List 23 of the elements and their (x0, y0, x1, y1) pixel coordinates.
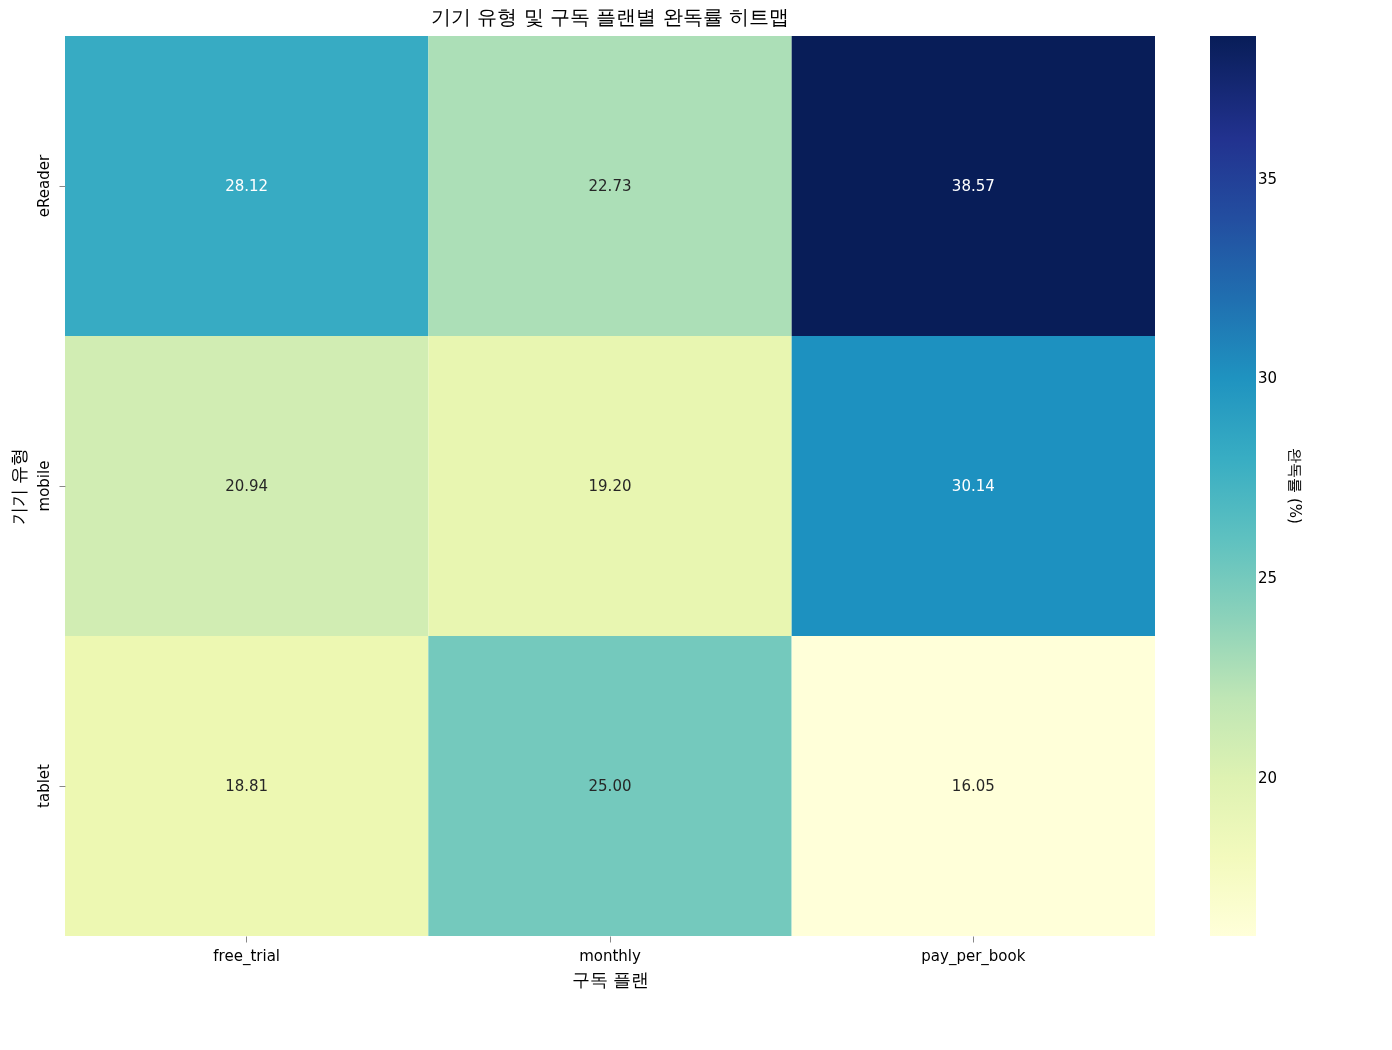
data-label: 38.57 (951, 177, 995, 195)
color-bar-label: 20 (1258, 769, 1278, 788)
data-label: 16.05 (951, 777, 995, 795)
color-bar-label: 30 (1258, 369, 1278, 388)
x-tick-label: pay_per_book (921, 946, 1026, 966)
data-label: 28.12 (225, 177, 269, 195)
y-tick-label: eReader (34, 154, 53, 218)
data-label: 19.20 (588, 477, 632, 495)
data-label: 25.00 (588, 777, 632, 795)
data-label: 20.94 (225, 477, 269, 495)
color-bar-label: 35 (1258, 169, 1278, 188)
data-label: 30.14 (951, 477, 995, 495)
y-tick-label: mobile (34, 460, 53, 512)
y-tick-label: tablet (34, 763, 53, 808)
x-tick-label: free_trial (213, 946, 280, 966)
chart-title: 기기 유형 및 구독 플랜별 완독률 히트맵 (430, 5, 790, 29)
x-axis-title: 구독 플랜 (571, 968, 650, 990)
y-axis-title: 기기 유형 (7, 447, 29, 526)
data-label: 22.73 (588, 177, 632, 195)
x-tick-label: monthly (579, 946, 641, 965)
color-bar-title: 완독률 (%) (1286, 448, 1304, 524)
data-label: 18.81 (225, 777, 269, 795)
color-bar-label: 25 (1258, 569, 1278, 588)
